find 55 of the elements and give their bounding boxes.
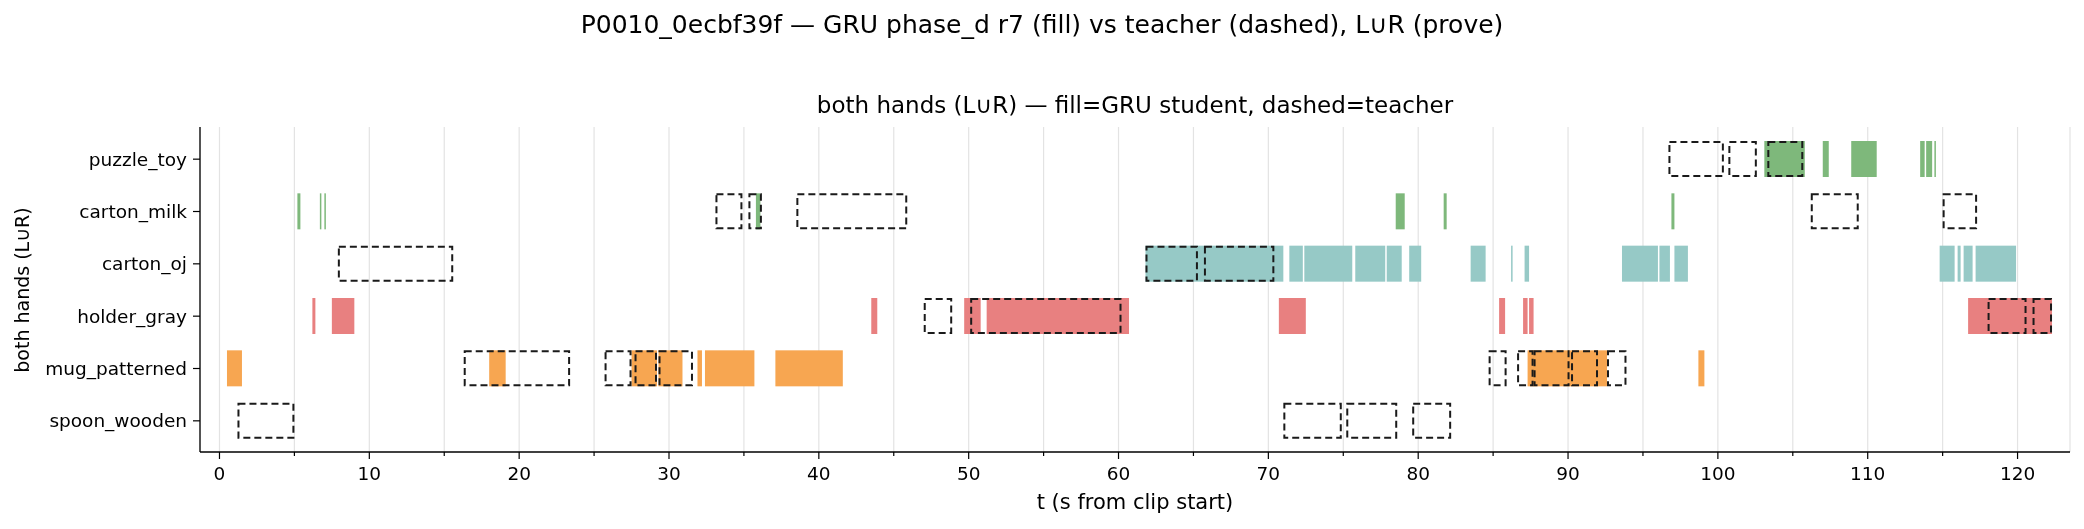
x-tick-label: 10 — [357, 462, 382, 484]
x-tick-label: 100 — [1700, 462, 1736, 484]
bar — [1145, 245, 1198, 282]
x-tick-label: 60 — [1106, 462, 1131, 484]
x-tick-label: 50 — [956, 462, 981, 484]
bar — [337, 245, 454, 282]
x-tick-label: 70 — [1256, 462, 1281, 484]
bar — [1822, 141, 1829, 177]
y-tick-label: puzzle_toy — [88, 148, 188, 171]
bar — [1728, 141, 1757, 177]
bar — [237, 402, 295, 439]
y-tick-label: carton_milk — [79, 201, 188, 224]
bar — [604, 350, 632, 387]
bar — [658, 350, 693, 387]
bar — [1488, 350, 1507, 387]
x-tick-label: 30 — [657, 462, 681, 484]
bar — [1668, 141, 1724, 177]
bar — [715, 193, 743, 230]
x-tick-label: 20 — [507, 462, 531, 484]
bar — [1939, 245, 1955, 282]
bar — [2032, 298, 2053, 334]
bar — [1283, 402, 1342, 439]
bar — [796, 193, 908, 230]
x-tick-label: 120 — [1999, 462, 2036, 484]
y-tick-label: holder_gray — [77, 305, 188, 328]
x-tick-label: 90 — [1556, 462, 1580, 484]
bar — [748, 193, 762, 230]
bar — [463, 350, 571, 387]
bar — [923, 298, 953, 334]
y-tick-label: mug_patterned — [45, 358, 187, 381]
y-tick-label: carton_oj — [101, 253, 187, 276]
chart-subtitle: both hands (L∪R) — fill=GRU student, dashed=teacher — [815, 92, 1455, 118]
bar — [1674, 245, 1688, 282]
bar — [1443, 193, 1447, 230]
y-tick-label: spoon_wooden — [49, 410, 187, 433]
bar — [1957, 245, 1961, 282]
bar — [1987, 298, 2027, 334]
bar — [1203, 245, 1275, 282]
x-tick-label: 110 — [1850, 462, 1886, 484]
y-axis-title: both hands (L∪R) — [11, 206, 33, 373]
x-tick-label: 0 — [213, 462, 226, 484]
bar — [1975, 245, 2017, 282]
chart-title: P0010_0ecbf39f — GRU phase_d r7 (fill) vs teacher (dashed), L∪R (prove) — [579, 10, 1505, 39]
bar — [1851, 141, 1877, 177]
bar — [297, 193, 301, 230]
bar — [1963, 245, 1973, 282]
bar — [1942, 193, 1978, 230]
bar — [1346, 402, 1398, 439]
bar — [1810, 193, 1859, 230]
bar — [1395, 193, 1405, 230]
x-tick-label: 80 — [1406, 462, 1430, 484]
bar — [1607, 350, 1627, 387]
x-axis-title: t (s from clip start) — [1035, 490, 1235, 514]
bar — [1412, 402, 1452, 439]
x-tick-label: 40 — [807, 462, 831, 484]
